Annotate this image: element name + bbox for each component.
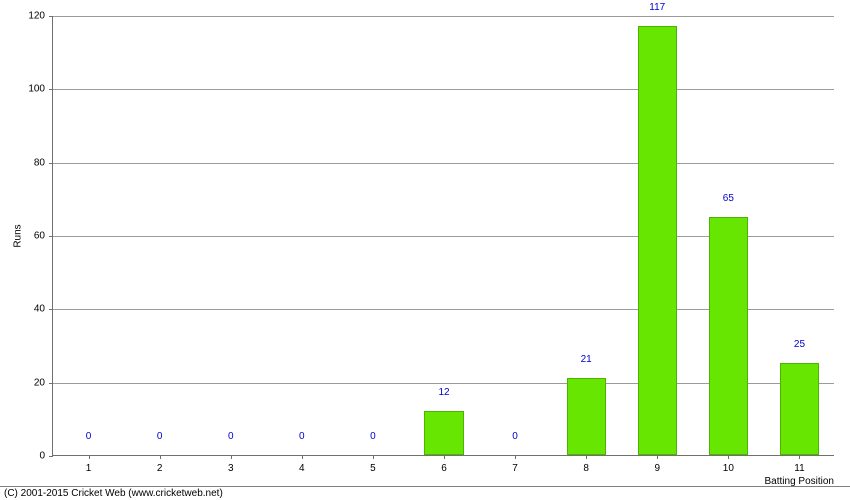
y-tick-label: 40 [34,304,53,315]
bar-value-label: 0 [228,431,234,442]
y-tick-label: 0 [39,451,53,462]
bar-value-label: 0 [299,431,305,442]
bar-value-label: 0 [370,431,376,442]
x-tick-label: 6 [441,455,447,474]
bar-value-label: 25 [794,339,805,350]
gridline [53,89,834,90]
chart-container: 0204060801001201020304050612708219117106… [0,0,850,500]
bar-value-label: 21 [581,354,592,365]
y-tick-label: 100 [28,84,53,95]
bar-value-label: 0 [157,431,163,442]
bar-value-label: 0 [86,431,92,442]
bar-value-label: 65 [723,193,734,204]
x-tick-label: 8 [583,455,589,474]
bar [780,363,819,455]
x-tick-label: 2 [157,455,163,474]
x-tick-label: 5 [370,455,376,474]
y-tick-label: 20 [34,377,53,388]
bar [424,411,463,455]
x-tick-label: 1 [86,455,92,474]
y-tick-label: 60 [34,231,53,242]
bar-value-label: 0 [512,431,518,442]
bar-value-label: 117 [649,2,665,13]
footer-divider [0,486,850,487]
x-tick-label: 7 [512,455,518,474]
plot-area: 0204060801001201020304050612708219117106… [52,16,834,456]
gridline [53,16,834,17]
x-tick-label: 10 [723,455,734,474]
y-tick-label: 80 [34,157,53,168]
y-axis-title: Runs [13,224,24,247]
x-tick-label: 3 [228,455,234,474]
bar [567,378,606,455]
x-tick-label: 11 [794,455,804,474]
y-tick-label: 120 [28,11,53,22]
footer-copyright: (C) 2001-2015 Cricket Web (www.cricketwe… [4,488,223,499]
x-tick-label: 4 [299,455,305,474]
gridline [53,163,834,164]
x-tick-label: 9 [654,455,660,474]
bar-value-label: 12 [438,387,449,398]
bar [638,26,677,455]
bar [709,217,748,455]
